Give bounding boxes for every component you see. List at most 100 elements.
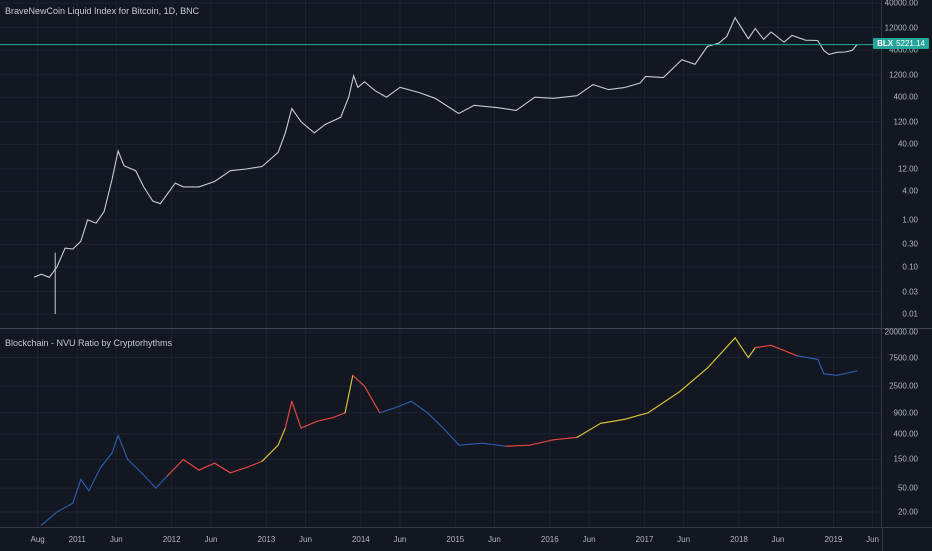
x-tick-label: 2015: [446, 535, 465, 544]
nvu-line-segment: [426, 412, 444, 429]
nvu-line-segment: [261, 444, 279, 462]
y-tick-label: 400.00: [893, 429, 918, 439]
nvu-line-segment: [229, 467, 247, 474]
nvu-line-segment: [127, 458, 141, 472]
x-tick-label: 2016: [540, 535, 559, 544]
indicator-pane[interactable]: Blockchain - NVU Ratio by Cryptorhythms …: [0, 327, 932, 527]
last-price-value: 5221.14: [896, 39, 925, 48]
nvu-line-segment: [410, 400, 428, 414]
nvu-line-segment: [817, 358, 825, 375]
nvu-line-segment: [284, 400, 293, 429]
x-tick-label: 2012: [162, 535, 181, 544]
y-tick-label: 900.00: [893, 408, 918, 418]
scale-corner: [882, 527, 932, 551]
nvu-line-segment: [734, 337, 749, 359]
nvu-line-segment: [599, 418, 625, 425]
y-tick-label: 50.00: [897, 483, 918, 493]
nvu-line-segment: [678, 367, 709, 393]
nvu-line-segment: [528, 439, 555, 446]
nvu-line-segment: [363, 385, 381, 414]
y-tick-label: 4.00: [902, 186, 918, 196]
y-tick-label: 0.01: [902, 309, 918, 319]
x-tick-label: Aug: [30, 535, 45, 544]
indicator-scale[interactable]: 20000.00 7500.00 2500.00 900.00 400.00 150.00…: [881, 327, 932, 527]
nvu-line-segment: [80, 478, 90, 492]
nvu-line-segment: [796, 355, 819, 360]
nvu-line-segment: [182, 458, 200, 471]
nvu-line-segment: [458, 442, 483, 446]
y-tick-label: 7500.00: [889, 353, 918, 363]
x-tick-label: Jun: [582, 535, 596, 544]
x-tick-label: Jun: [109, 535, 123, 544]
x-tick-label: 2014: [351, 535, 370, 544]
nvu-line-segment: [111, 434, 119, 454]
y-tick-label: 1200.00: [889, 70, 918, 80]
nvu-line-segment: [117, 434, 129, 461]
price-chart[interactable]: [0, 0, 882, 328]
time-axis[interactable]: Aug 2011 Jun 2012 Jun 2013 Jun 2014 Jun 2015 Jun 20…: [0, 527, 882, 551]
nvu-line-segment: [770, 344, 799, 357]
price-pane[interactable]: BraveNewCoin Liquid Index for Bitcoin, 1…: [0, 0, 932, 328]
x-tick-label: 2018: [730, 535, 748, 544]
nvu-line-segment: [747, 347, 756, 359]
nvu-line-segment: [836, 370, 858, 376]
x-tick-label: 2019: [824, 535, 843, 544]
nvu-line-segment: [352, 374, 366, 387]
y-tick-label: 40000.00: [884, 0, 918, 8]
x-tick-label: Jun: [677, 535, 691, 544]
nvu-line-segment: [344, 374, 354, 414]
nvu-line-segment: [139, 470, 157, 489]
y-tick-label: 2500.00: [889, 381, 918, 391]
indicator-pane-title: Blockchain - NVU Ratio by Cryptorhythms: [5, 338, 173, 348]
nvu-line-segment: [88, 467, 102, 492]
nvu-line-segment: [316, 416, 334, 422]
nvu-line-segment: [481, 442, 507, 447]
y-tick-label: 40.00: [897, 139, 918, 149]
x-tick-label: Jun: [487, 535, 501, 544]
last-price-label: BLX 5221.14: [873, 38, 929, 49]
pane-divider[interactable]: [0, 328, 932, 329]
nvu-line-segment: [277, 427, 286, 446]
nvu-line-segment: [505, 444, 531, 447]
nvu-line-segment: [442, 427, 460, 446]
x-tick-label: 2011: [68, 535, 86, 544]
y-tick-label: 0.30: [902, 239, 918, 249]
y-tick-label: 400.00: [893, 92, 918, 102]
nvu-line-segment: [291, 400, 302, 429]
nvu-line-segment: [395, 400, 412, 409]
x-tick-label: 2013: [257, 535, 276, 544]
y-tick-label: 12000.00: [884, 23, 918, 33]
nvu-line-segment: [552, 436, 578, 441]
nvu-line-segment: [623, 412, 649, 421]
nvu-line-segment: [155, 475, 168, 489]
x-tick-label: Jun: [866, 535, 879, 544]
y-tick-label: 0.10: [902, 262, 918, 272]
price-scale[interactable]: 40000.00 12000.00 4000.00 1200.00 400.00 120.…: [881, 0, 932, 328]
nvu-line-segment: [823, 373, 838, 376]
nvu-line-segment: [332, 412, 346, 419]
x-tick-label: Jun: [393, 535, 407, 544]
x-tick-label: 2017: [635, 535, 654, 544]
nvu-line-segment: [576, 422, 602, 439]
x-tick-label: Jun: [299, 535, 312, 544]
nvu-line-segment: [214, 462, 231, 474]
y-tick-label: 20000.00: [884, 327, 918, 337]
symbol-label: BLX: [877, 39, 894, 48]
nvu-line-segment: [99, 452, 113, 469]
nvu-line-segment: [198, 462, 216, 471]
y-tick-label: 12.00: [897, 164, 918, 174]
nvu-line-segment: [706, 337, 736, 369]
y-tick-label: 120.00: [893, 117, 918, 127]
nvu-line-segment: [40, 511, 58, 526]
nvu-chart[interactable]: [0, 329, 882, 527]
x-tick-label: Jun: [771, 535, 785, 544]
nvu-line-segment: [300, 420, 318, 429]
nvu-line-segment: [379, 406, 397, 414]
x-tick-label: Jun: [204, 535, 218, 544]
y-tick-label: 1.00: [902, 215, 918, 225]
y-tick-label: 0.03: [902, 287, 918, 297]
nvu-line-segment: [754, 344, 772, 349]
nvu-line-segment: [72, 478, 82, 504]
nvu-line-segment: [166, 458, 184, 477]
y-tick-label: 150.00: [893, 454, 918, 464]
